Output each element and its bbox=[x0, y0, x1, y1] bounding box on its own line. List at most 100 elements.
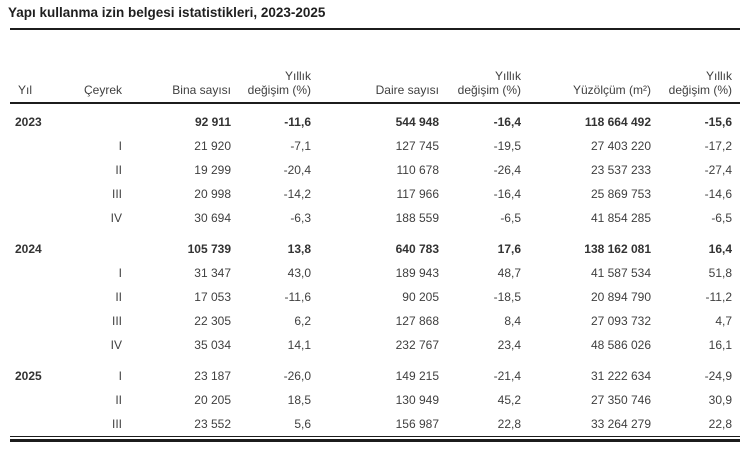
cell-quarter bbox=[66, 103, 122, 134]
cell-building-annual-change: 5,6 bbox=[294, 416, 311, 431]
table-row: II 17 053 -11,6 90 205 -18,5 20 894 790 … bbox=[10, 285, 740, 309]
cell-floor-area: 25 869 753 bbox=[590, 186, 651, 201]
cell-building-count: 35 034 bbox=[194, 337, 231, 352]
cell-dwelling-annual-change: 22,8 bbox=[497, 416, 521, 431]
cell-year bbox=[10, 412, 66, 436]
cell-dwelling-count: 90 205 bbox=[402, 289, 439, 304]
cell-building-count: 23 552 bbox=[194, 416, 231, 431]
cell-dwelling-count: 640 783 bbox=[395, 242, 439, 256]
cell-year: 2023 bbox=[15, 115, 42, 129]
cell-year bbox=[10, 182, 66, 206]
table-row: II 19 299 -20,4 110 678 -26,4 23 537 233… bbox=[10, 158, 740, 182]
cell-floor-area: 41 587 534 bbox=[590, 265, 651, 280]
cell-floor-area: 138 162 081 bbox=[584, 242, 651, 256]
column-header-change-label: değişim (%) bbox=[668, 83, 732, 97]
column-header-annual-line: Yıllık bbox=[705, 69, 732, 83]
cell-quarter bbox=[66, 230, 122, 261]
column-header-year: Yıl bbox=[10, 30, 66, 104]
column-header-annual-line: Yıllık bbox=[284, 69, 311, 83]
table-row: IV 30 694 -6,3 188 559 -6,5 41 854 285 -… bbox=[10, 206, 740, 230]
cell-floor-area-annual-change: 16,1 bbox=[708, 337, 732, 352]
cell-quarter: IV bbox=[110, 337, 122, 352]
cell-building-annual-change: 6,2 bbox=[294, 313, 311, 328]
statistics-page: Yapı kullanma izin belgesi istatistikler… bbox=[0, 5, 750, 442]
cell-dwelling-annual-change: 8,4 bbox=[504, 313, 521, 328]
cell-building-annual-change: -20,4 bbox=[283, 162, 311, 177]
cell-dwelling-annual-change: -26,4 bbox=[493, 162, 521, 177]
cell-dwelling-annual-change: -18,5 bbox=[493, 289, 521, 304]
cell-dwelling-count: 127 745 bbox=[395, 138, 439, 153]
table-body: 2023 92 911 -11,6 544 948 -16,4 118 664 … bbox=[10, 103, 740, 436]
cell-year bbox=[10, 158, 66, 182]
cell-building-annual-change: -14,2 bbox=[283, 186, 311, 201]
cell-building-count: 92 911 bbox=[194, 115, 231, 129]
cell-dwelling-annual-change: 23,4 bbox=[497, 337, 521, 352]
cell-building-annual-change: -11,6 bbox=[284, 115, 311, 129]
cell-year: 2025 bbox=[15, 369, 42, 383]
cell-building-annual-change: 18,5 bbox=[287, 392, 311, 407]
cell-dwelling-count: 232 767 bbox=[395, 337, 439, 352]
table-header: Yıl Çeyrek Bina sayısı Yıllık değişim (%… bbox=[10, 30, 740, 104]
cell-quarter: III bbox=[111, 313, 122, 328]
cell-floor-area-annual-change: 51,8 bbox=[708, 265, 732, 280]
cell-building-count: 20 998 bbox=[194, 186, 231, 201]
cell-dwelling-count: 544 948 bbox=[395, 115, 439, 129]
cell-building-annual-change: -26,0 bbox=[283, 369, 311, 383]
cell-floor-area: 33 264 279 bbox=[590, 416, 651, 431]
cell-floor-area-annual-change: 30,9 bbox=[708, 392, 732, 407]
column-header-floor-area-annual-change: Yıllık değişim (%) bbox=[651, 30, 740, 104]
cell-floor-area: 41 854 285 bbox=[590, 210, 651, 225]
column-header-dwelling-annual-change: Yıllık değişim (%) bbox=[439, 30, 521, 104]
column-header-annual-line: Yıllık bbox=[494, 69, 521, 83]
table-row: III 20 998 -14,2 117 966 -16,4 25 869 75… bbox=[10, 182, 740, 206]
cell-dwelling-annual-change: 48,7 bbox=[497, 265, 521, 280]
cell-dwelling-annual-change: 17,6 bbox=[497, 242, 521, 256]
cell-floor-area-annual-change: 22,8 bbox=[708, 416, 732, 431]
column-header-building-count-label: Bina sayısı bbox=[172, 83, 231, 97]
cell-floor-area-annual-change: -17,2 bbox=[704, 138, 732, 153]
cell-floor-area: 48 586 026 bbox=[590, 337, 651, 352]
cell-dwelling-count: 110 678 bbox=[396, 162, 440, 177]
table-row: I 21 920 -7,1 127 745 -19,5 27 403 220 -… bbox=[10, 134, 740, 158]
cell-building-annual-change: -6,3 bbox=[290, 210, 311, 225]
cell-dwelling-annual-change: -16,4 bbox=[493, 186, 521, 201]
cell-floor-area: 27 093 732 bbox=[590, 313, 651, 328]
column-header-dwelling-count-label: Daire sayısı bbox=[375, 83, 439, 97]
table-row: 2024 105 739 13,8 640 783 17,6 138 162 0… bbox=[10, 230, 740, 261]
cell-quarter: III bbox=[111, 416, 122, 431]
cell-dwelling-count: 149 215 bbox=[395, 369, 439, 383]
cell-dwelling-count: 188 559 bbox=[395, 210, 439, 225]
column-header-change-label: değişim (%) bbox=[247, 83, 311, 97]
cell-dwelling-count: 156 987 bbox=[395, 416, 439, 431]
cell-quarter: I bbox=[118, 265, 122, 280]
column-header-floor-area-label: Yüzölçüm (m²) bbox=[572, 83, 651, 97]
table-row: 2023 92 911 -11,6 544 948 -16,4 118 664 … bbox=[10, 103, 740, 134]
column-header-change-label: değişim (%) bbox=[457, 83, 521, 97]
cell-building-annual-change: 43,0 bbox=[287, 265, 311, 280]
cell-floor-area: 27 350 746 bbox=[590, 392, 651, 407]
title-divider bbox=[10, 28, 740, 30]
cell-floor-area: 27 403 220 bbox=[590, 138, 651, 153]
table-row: II 20 205 18,5 130 949 45,2 27 350 746 3… bbox=[10, 388, 740, 412]
cell-year bbox=[10, 333, 66, 357]
column-header-quarter: Çeyrek bbox=[66, 30, 122, 104]
cell-floor-area-annual-change: -11,2 bbox=[705, 289, 732, 304]
page-title: Yapı kullanma izin belgesi istatistikler… bbox=[8, 5, 326, 20]
table-row: III 23 552 5,6 156 987 22,8 33 264 279 2… bbox=[10, 412, 740, 436]
cell-quarter: I bbox=[118, 138, 122, 153]
table-row: I 31 347 43,0 189 943 48,7 41 587 534 51… bbox=[10, 261, 740, 285]
cell-year bbox=[10, 309, 66, 333]
cell-dwelling-count: 117 966 bbox=[396, 186, 440, 201]
cell-quarter: II bbox=[115, 392, 122, 407]
cell-building-annual-change: -11,6 bbox=[284, 289, 311, 304]
cell-quarter: II bbox=[115, 162, 122, 177]
cell-building-count: 23 187 bbox=[194, 369, 231, 383]
cell-dwelling-count: 189 943 bbox=[395, 265, 439, 280]
column-header-floor-area: Yüzölçüm (m²) bbox=[521, 30, 651, 104]
cell-year bbox=[10, 206, 66, 230]
cell-dwelling-annual-change: -6,5 bbox=[500, 210, 521, 225]
cell-year bbox=[10, 261, 66, 285]
cell-building-count: 21 920 bbox=[194, 138, 231, 153]
cell-building-count: 105 739 bbox=[187, 242, 231, 256]
cell-year bbox=[10, 285, 66, 309]
